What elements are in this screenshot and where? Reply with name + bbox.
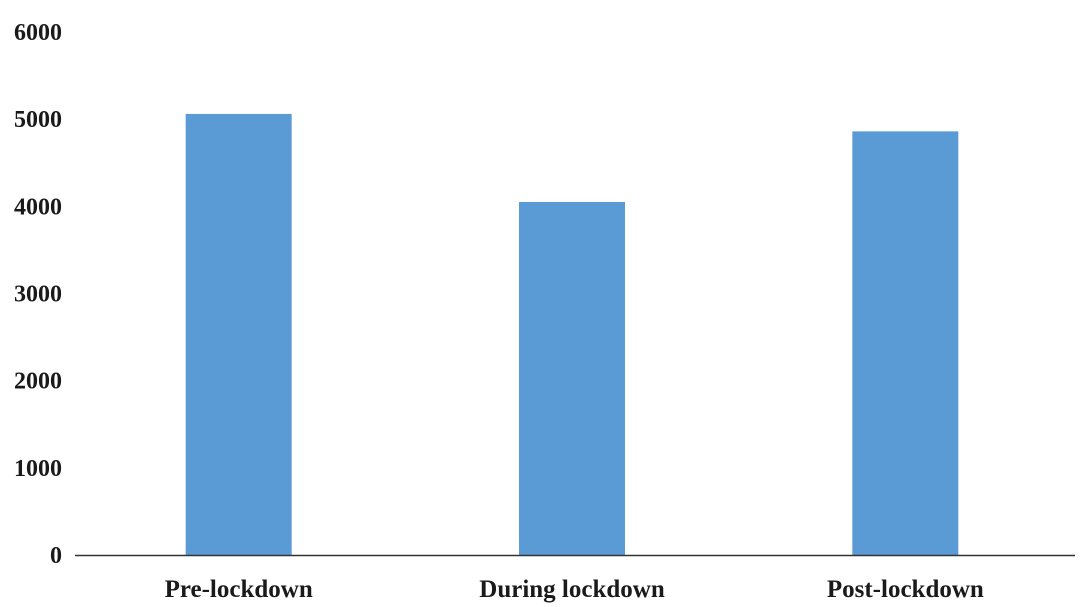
bar [852,131,959,555]
y-tick-label: 0 [50,543,62,569]
bars [185,113,959,555]
y-tick-label: 6000 [14,20,62,46]
bar [185,113,292,555]
x-tick-label: During lockdown [479,576,665,603]
y-tick-label: 4000 [14,194,62,220]
x-tick-label: Post-lockdown [827,576,984,603]
y-tick-label: 3000 [14,282,62,308]
x-tick-label: Pre-lockdown [165,576,313,603]
y-tick-label: 1000 [14,456,62,482]
bar [519,201,625,555]
y-tick-label: 2000 [14,369,62,395]
x-axis-labels: Pre-lockdown During lockdown Post-lockdown [165,576,984,603]
y-axis-ticks: 0 1000 2000 3000 4000 5000 6000 [14,20,62,569]
y-tick-label: 5000 [14,107,62,133]
